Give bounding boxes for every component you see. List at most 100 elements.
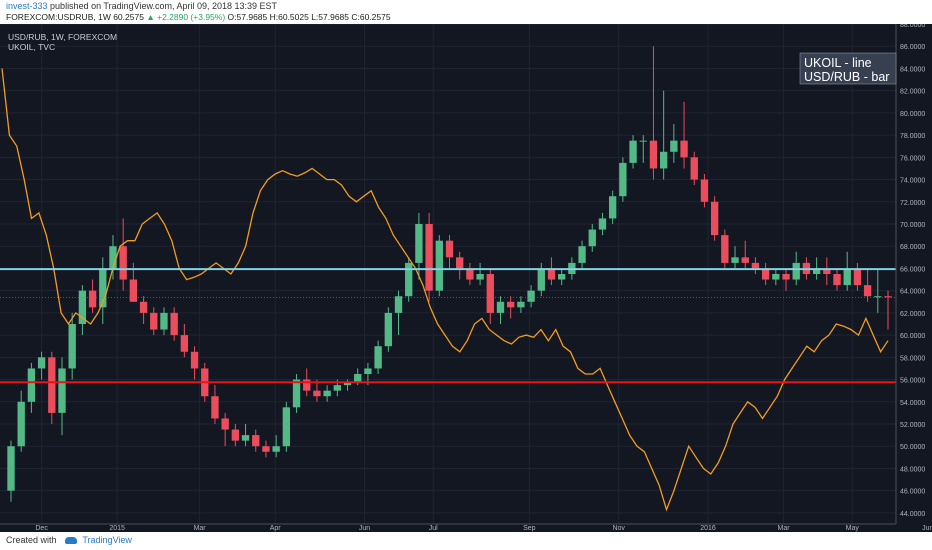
tradingview-link[interactable]: TradingView	[82, 535, 132, 545]
candle-body	[517, 301, 525, 308]
y-tick-label: 76.0000	[900, 155, 925, 162]
annotation-box[interactable]: UKOIL - line USD/RUB - bar	[799, 52, 897, 85]
candle-body	[629, 140, 637, 163]
candle-body	[129, 279, 138, 302]
price-chart[interactable]: 65.942755.758463.3697 44.000046.000048.0…	[0, 24, 932, 532]
candle-body	[17, 401, 25, 447]
symbol-info: FOREXCOM:USDRUB, 1W 60.2575 ▲ +2.2890 (+…	[6, 12, 391, 22]
candle-body	[313, 390, 321, 397]
candle-body	[639, 140, 647, 142]
x-tick-label: Mar	[778, 525, 791, 532]
candle-body	[303, 379, 311, 391]
footer: Created with TradingView	[0, 532, 932, 550]
candle-body	[843, 268, 851, 286]
candle-body	[221, 418, 229, 430]
publish-header: invest-333 published on TradingView.com,…	[0, 0, 932, 24]
y-tick-label: 58.0000	[900, 355, 925, 362]
candle-body	[608, 196, 617, 219]
candle-body	[700, 179, 709, 202]
x-tick-label: 2015	[109, 525, 125, 532]
candle-body	[68, 324, 76, 369]
y-tick-label: 64.0000	[900, 289, 925, 296]
y-tick-label: 84.0000	[900, 66, 925, 73]
x-tick-label: Apr	[270, 525, 282, 532]
candle-body	[456, 257, 464, 269]
y-tick-label: 60.0000	[900, 333, 925, 340]
y-tick-label: 46.0000	[900, 489, 925, 496]
candle-body	[507, 301, 515, 308]
candle-body	[333, 385, 341, 391]
publish-info: invest-333 published on TradingView.com,…	[6, 1, 277, 11]
candle-body	[466, 268, 474, 280]
candle-body	[598, 218, 607, 230]
candle-body	[874, 296, 882, 298]
candle-body	[690, 157, 698, 180]
candle-body	[476, 274, 484, 280]
candle-body	[823, 268, 831, 274]
candle-body	[374, 346, 382, 369]
candle-body	[496, 301, 505, 313]
y-tick-label: 80.0000	[900, 111, 925, 118]
candle-body	[139, 301, 148, 313]
candle-body	[721, 235, 729, 263]
y-tick-label: 78.0000	[900, 133, 925, 140]
candle-body	[731, 257, 739, 263]
y-tick-label: 50.0000	[900, 444, 925, 451]
published-text: published on TradingView.com, April 09, …	[50, 1, 278, 11]
chart-area[interactable]: 65.942755.758463.3697 44.000046.000048.0…	[0, 24, 932, 532]
author-link[interactable]: invest-333	[6, 1, 48, 11]
candle-body	[354, 374, 362, 382]
y-tick-label: 66.0000	[900, 266, 925, 273]
y-tick-label: 70.0000	[900, 222, 925, 229]
price-axis[interactable]: 44.0000 46.0000 48.0000 50.0000 52.0000 54.00…	[895, 24, 932, 532]
chart-background	[0, 24, 932, 532]
y-tick-label: 82.0000	[900, 89, 925, 96]
candle-body	[292, 379, 301, 408]
candle-body	[680, 140, 688, 158]
candle-body	[7, 446, 15, 491]
candle-body	[772, 274, 780, 280]
y-tick-label: 48.0000	[900, 466, 925, 473]
y-tick-label: 44.0000	[900, 511, 925, 518]
candle-body	[48, 357, 56, 413]
candle-body	[710, 201, 719, 236]
candle-body	[394, 296, 403, 313]
candle-body	[343, 381, 352, 386]
candle-body	[180, 335, 189, 352]
candle-body	[751, 262, 760, 269]
annotation-line1: UKOIL - line	[804, 56, 872, 70]
price-change: +2.2890 (+3.95%)	[157, 12, 226, 22]
candle-body	[415, 224, 423, 263]
candle-body	[445, 240, 454, 258]
candle-body	[588, 229, 596, 247]
candle-body	[782, 274, 790, 280]
candle-body	[231, 429, 240, 441]
candle-body	[863, 285, 872, 297]
candle-body	[649, 140, 658, 169]
candle-body	[486, 274, 494, 313]
x-tick-label: Jul	[429, 525, 438, 532]
candle-body	[558, 274, 566, 280]
candle-body	[88, 290, 97, 308]
x-tick-label: 2016	[700, 525, 716, 532]
candle-body	[853, 268, 862, 286]
candle-body	[190, 351, 199, 369]
candle-body	[170, 312, 178, 336]
x-tick-label: Nov	[612, 525, 625, 532]
y-tick-label: 68.0000	[900, 244, 925, 251]
y-tick-label: 52.0000	[900, 422, 925, 429]
y-tick-label: 86.0000	[900, 44, 925, 51]
time-axis[interactable]: Dec 2015 Mar Apr Jun Jul Sep Nov 2016 Mar May Jun	[0, 523, 932, 532]
y-tick-label: 74.0000	[900, 178, 925, 185]
ukoil-line	[1, 68, 889, 512]
x-tick-label: Jun	[922, 525, 932, 532]
price-axis-bg	[896, 24, 932, 532]
x-tick-label: Jun	[359, 525, 370, 532]
candle-body	[578, 246, 586, 263]
candle-body	[211, 396, 219, 419]
legend-main: USD/RUB, 1W, FOREXCOM	[8, 32, 117, 42]
annotation-line2: USD/RUB - bar	[804, 70, 889, 84]
candle-body	[37, 357, 46, 369]
annotation-bg	[799, 52, 897, 85]
candle-body	[150, 312, 158, 330]
